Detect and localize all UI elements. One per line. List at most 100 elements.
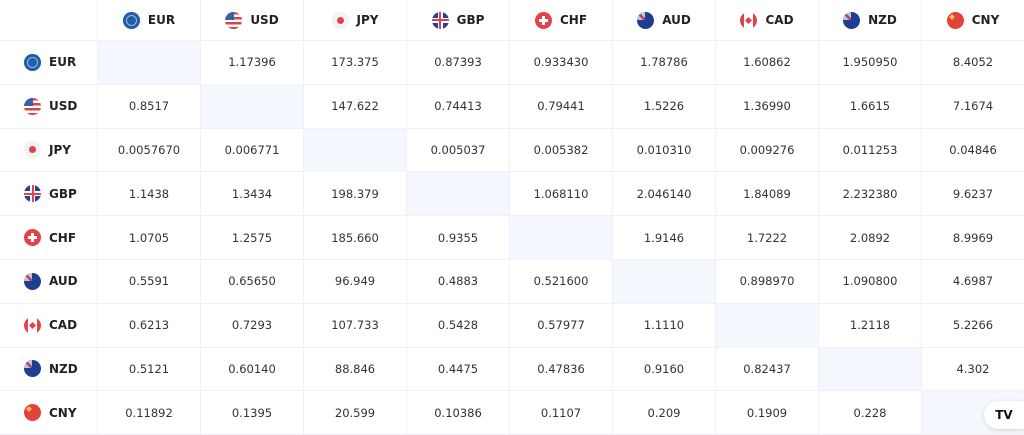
rate-cell[interactable]: 7.1674 xyxy=(922,85,1024,129)
rate-cell[interactable]: 0.933430 xyxy=(510,41,613,85)
rate-cell[interactable]: 0.65650 xyxy=(201,259,304,304)
rate-cell[interactable]: 1.6615 xyxy=(819,84,922,129)
rate-cell[interactable]: 0.1909 xyxy=(716,391,819,435)
rate-cell[interactable]: 0.9355 xyxy=(407,216,510,260)
rate-cell[interactable]: 0.7293 xyxy=(201,303,304,348)
rate-cell[interactable]: 0.11892 xyxy=(98,391,201,435)
rate-cell[interactable]: 1.950950 xyxy=(819,41,922,85)
row-header-cad[interactable]: CAD xyxy=(0,303,98,348)
rate-cell[interactable]: 0.5591 xyxy=(98,259,201,304)
rate-cell[interactable]: 0.0057670 xyxy=(98,128,201,173)
rate-cell[interactable]: 1.090800 xyxy=(819,259,922,304)
rate-cell[interactable]: 8.9969 xyxy=(922,216,1024,260)
rate-cell[interactable]: 1.60862 xyxy=(716,41,819,85)
rate-cell[interactable]: 0.57977 xyxy=(510,303,613,348)
rate-cell[interactable]: 0.005037 xyxy=(407,128,510,173)
rate-cell[interactable]: 1.2575 xyxy=(201,216,304,260)
rate-cell[interactable]: 0.60140 xyxy=(201,347,304,392)
row-header-jpy[interactable]: JPY xyxy=(0,128,98,173)
diagonal-cell[interactable] xyxy=(716,303,819,348)
rate-cell[interactable]: 0.228 xyxy=(819,391,922,435)
tradingview-logo[interactable]: TV xyxy=(984,401,1024,429)
rate-cell[interactable]: 2.0892 xyxy=(819,216,922,260)
rate-cell[interactable]: 1.9146 xyxy=(613,216,716,260)
row-header-chf[interactable]: CHF xyxy=(0,216,98,260)
rate-cell[interactable]: 1.78786 xyxy=(613,41,716,85)
column-header-aud[interactable]: AUD xyxy=(613,0,716,41)
row-header-gbp[interactable]: GBP xyxy=(0,172,98,217)
rate-cell[interactable]: 0.87393 xyxy=(407,41,510,85)
rate-cell[interactable]: 8.4052 xyxy=(922,41,1024,85)
rate-cell[interactable]: 1.1110 xyxy=(613,303,716,348)
row-header-cny[interactable]: CNY xyxy=(0,391,98,435)
rate-cell[interactable]: 2.232380 xyxy=(819,172,922,217)
rate-cell[interactable]: 185.660 xyxy=(304,216,407,260)
rate-cell[interactable]: 1.36990 xyxy=(716,84,819,129)
rate-cell[interactable]: 107.733 xyxy=(304,303,407,348)
rate-cell[interactable]: 0.9160 xyxy=(613,347,716,392)
column-header-gbp[interactable]: GBP xyxy=(407,0,510,41)
rate-cell[interactable]: 0.6213 xyxy=(98,303,201,348)
currency-code: CNY xyxy=(971,13,1000,27)
rate-cell[interactable]: 0.1395 xyxy=(201,391,304,435)
rate-cell[interactable]: 0.04846 xyxy=(922,129,1024,173)
rate-cell[interactable]: 0.209 xyxy=(613,391,716,435)
rate-cell[interactable]: 1.068110 xyxy=(510,172,613,217)
rate-cell[interactable]: 0.82437 xyxy=(716,347,819,392)
rate-cell[interactable]: 0.79441 xyxy=(510,84,613,129)
rate-cell[interactable]: 1.17396 xyxy=(201,41,304,85)
rate-cell[interactable]: 198.379 xyxy=(304,172,407,217)
diagonal-cell[interactable] xyxy=(510,216,613,260)
rate-cell[interactable]: 0.009276 xyxy=(716,128,819,173)
diagonal-cell[interactable] xyxy=(613,259,716,304)
rate-cell[interactable]: 1.1438 xyxy=(98,172,201,217)
row-header-aud[interactable]: AUD xyxy=(0,259,98,304)
diagonal-cell[interactable] xyxy=(201,84,304,129)
rate-cell[interactable]: 0.010310 xyxy=(613,128,716,173)
column-header-eur[interactable]: EUR xyxy=(98,0,201,41)
rate-cell[interactable]: 0.74413 xyxy=(407,84,510,129)
rate-cell[interactable]: 1.2118 xyxy=(819,303,922,348)
rate-cell[interactable]: 1.5226 xyxy=(613,84,716,129)
rate-cell[interactable]: 173.375 xyxy=(304,41,407,85)
rate-cell[interactable]: 96.949 xyxy=(304,259,407,304)
rate-cell[interactable]: 0.006771 xyxy=(201,128,304,173)
rate-cell[interactable]: 1.3434 xyxy=(201,172,304,217)
rate-cell[interactable]: 20.599 xyxy=(304,391,407,435)
rate-cell[interactable]: 0.898970 xyxy=(716,259,819,304)
rate-cell[interactable]: 0.8517 xyxy=(98,84,201,129)
rate-cell[interactable]: 0.011253 xyxy=(819,128,922,173)
column-header-jpy[interactable]: JPY xyxy=(304,0,407,41)
row-header-usd[interactable]: USD xyxy=(0,84,98,129)
column-header-usd[interactable]: USD xyxy=(201,0,304,41)
diagonal-cell[interactable] xyxy=(304,128,407,173)
rate-cell[interactable]: 2.046140 xyxy=(613,172,716,217)
column-header-cny[interactable]: CNY xyxy=(922,0,1024,41)
rate-cell[interactable]: 1.7222 xyxy=(716,216,819,260)
rate-cell[interactable]: 0.005382 xyxy=(510,128,613,173)
rate-cell[interactable]: 1.84089 xyxy=(716,172,819,217)
diagonal-cell[interactable] xyxy=(407,172,510,217)
column-header-cad[interactable]: CAD xyxy=(716,0,819,41)
row-header-nzd[interactable]: NZD xyxy=(0,347,98,392)
rate-cell[interactable]: 1.0705 xyxy=(98,216,201,260)
rate-cell[interactable]: 4.6987 xyxy=(922,260,1024,304)
rate-cell[interactable]: 0.10386 xyxy=(407,391,510,435)
column-header-nzd[interactable]: NZD xyxy=(819,0,922,41)
rate-cell[interactable]: 0.5428 xyxy=(407,303,510,348)
column-header-chf[interactable]: CHF xyxy=(510,0,613,41)
rate-cell[interactable]: 147.622 xyxy=(304,84,407,129)
diagonal-cell[interactable] xyxy=(819,347,922,392)
rate-cell[interactable]: 0.5121 xyxy=(98,347,201,392)
rate-cell[interactable]: 9.6237 xyxy=(922,172,1024,217)
rate-cell[interactable]: 4.302 xyxy=(922,348,1024,392)
rate-cell[interactable]: 0.1107 xyxy=(510,391,613,435)
rate-cell[interactable]: 0.47836 xyxy=(510,347,613,392)
row-header-eur[interactable]: EUR xyxy=(0,41,98,85)
rate-cell[interactable]: 0.4475 xyxy=(407,347,510,392)
rate-cell[interactable]: 0.521600 xyxy=(510,259,613,304)
rate-cell[interactable]: 0.4883 xyxy=(407,259,510,304)
diagonal-cell[interactable] xyxy=(98,41,201,85)
rate-cell[interactable]: 88.846 xyxy=(304,347,407,392)
rate-cell[interactable]: 5.2266 xyxy=(922,304,1024,348)
